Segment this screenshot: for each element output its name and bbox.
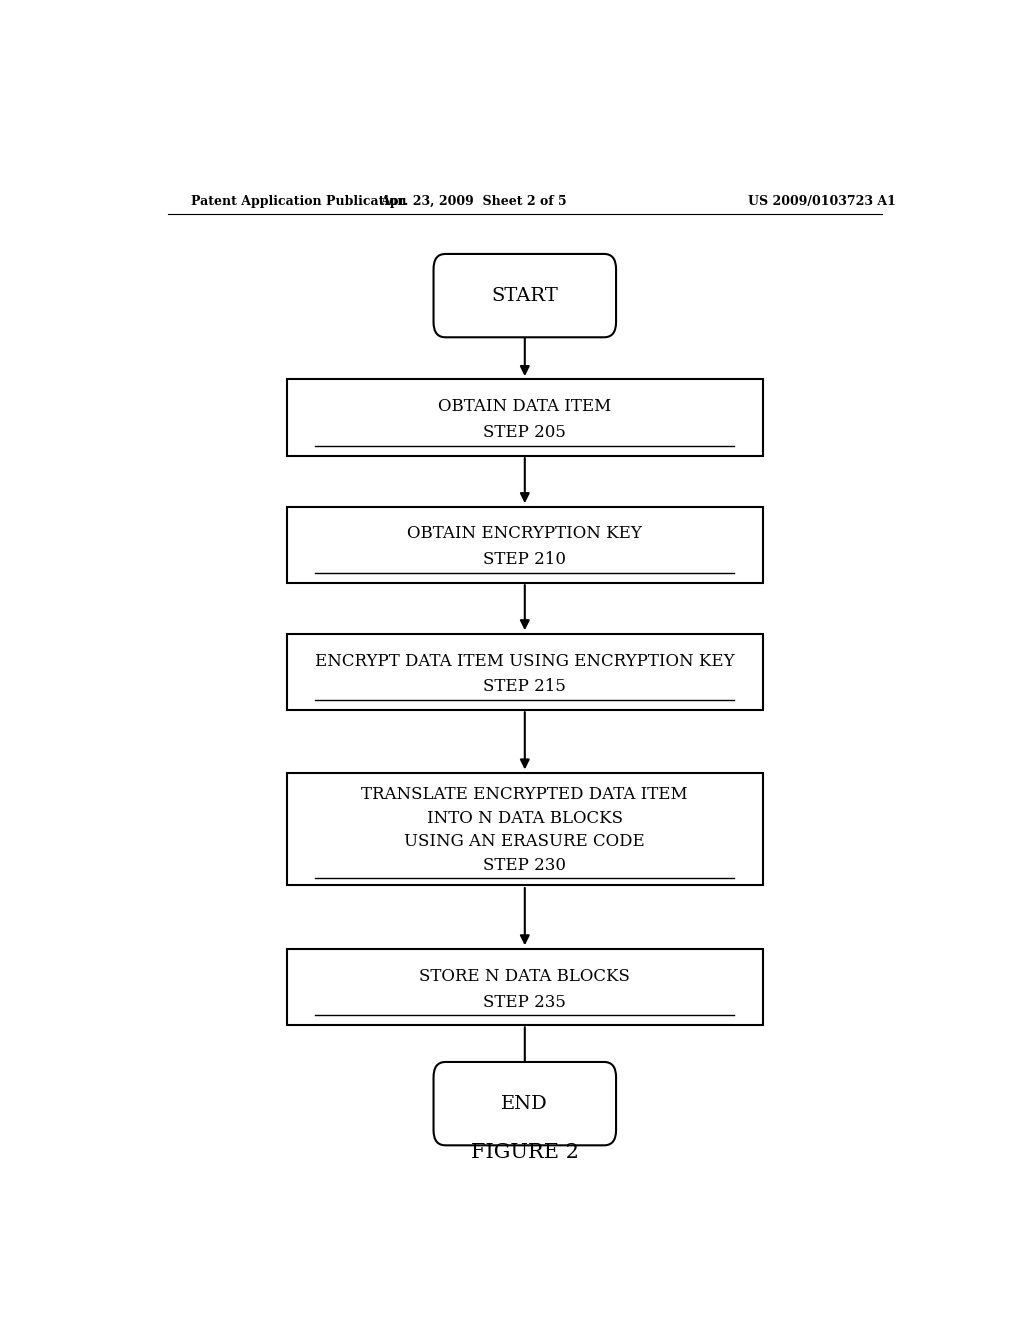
Text: OBTAIN ENCRYPTION KEY: OBTAIN ENCRYPTION KEY	[408, 525, 642, 543]
Text: START: START	[492, 286, 558, 305]
Text: STEP 235: STEP 235	[483, 994, 566, 1011]
Bar	[287, 949, 763, 1024]
FancyBboxPatch shape	[433, 1063, 616, 1146]
Text: STEP 205: STEP 205	[483, 424, 566, 441]
Text: USING AN ERASURE CODE: USING AN ERASURE CODE	[404, 833, 645, 850]
Text: INTO N DATA BLOCKS: INTO N DATA BLOCKS	[427, 809, 623, 826]
Text: TRANSLATE ENCRYPTED DATA ITEM: TRANSLATE ENCRYPTED DATA ITEM	[361, 787, 688, 803]
Bar	[287, 774, 763, 886]
Text: STORE N DATA BLOCKS: STORE N DATA BLOCKS	[420, 968, 630, 985]
Bar	[287, 379, 763, 455]
Text: ENCRYPT DATA ITEM USING ENCRYPTION KEY: ENCRYPT DATA ITEM USING ENCRYPTION KEY	[315, 652, 734, 669]
Text: STEP 230: STEP 230	[483, 857, 566, 874]
Text: OBTAIN DATA ITEM: OBTAIN DATA ITEM	[438, 399, 611, 416]
Text: STEP 210: STEP 210	[483, 552, 566, 569]
Text: FIGURE 2: FIGURE 2	[471, 1143, 579, 1162]
FancyBboxPatch shape	[433, 253, 616, 338]
Text: US 2009/0103723 A1: US 2009/0103723 A1	[749, 194, 896, 207]
Text: STEP 215: STEP 215	[483, 678, 566, 696]
Text: Patent Application Publication: Patent Application Publication	[191, 194, 407, 207]
Text: END: END	[502, 1094, 548, 1113]
Text: Apr. 23, 2009  Sheet 2 of 5: Apr. 23, 2009 Sheet 2 of 5	[380, 194, 566, 207]
Bar	[287, 634, 763, 710]
Bar	[287, 507, 763, 582]
